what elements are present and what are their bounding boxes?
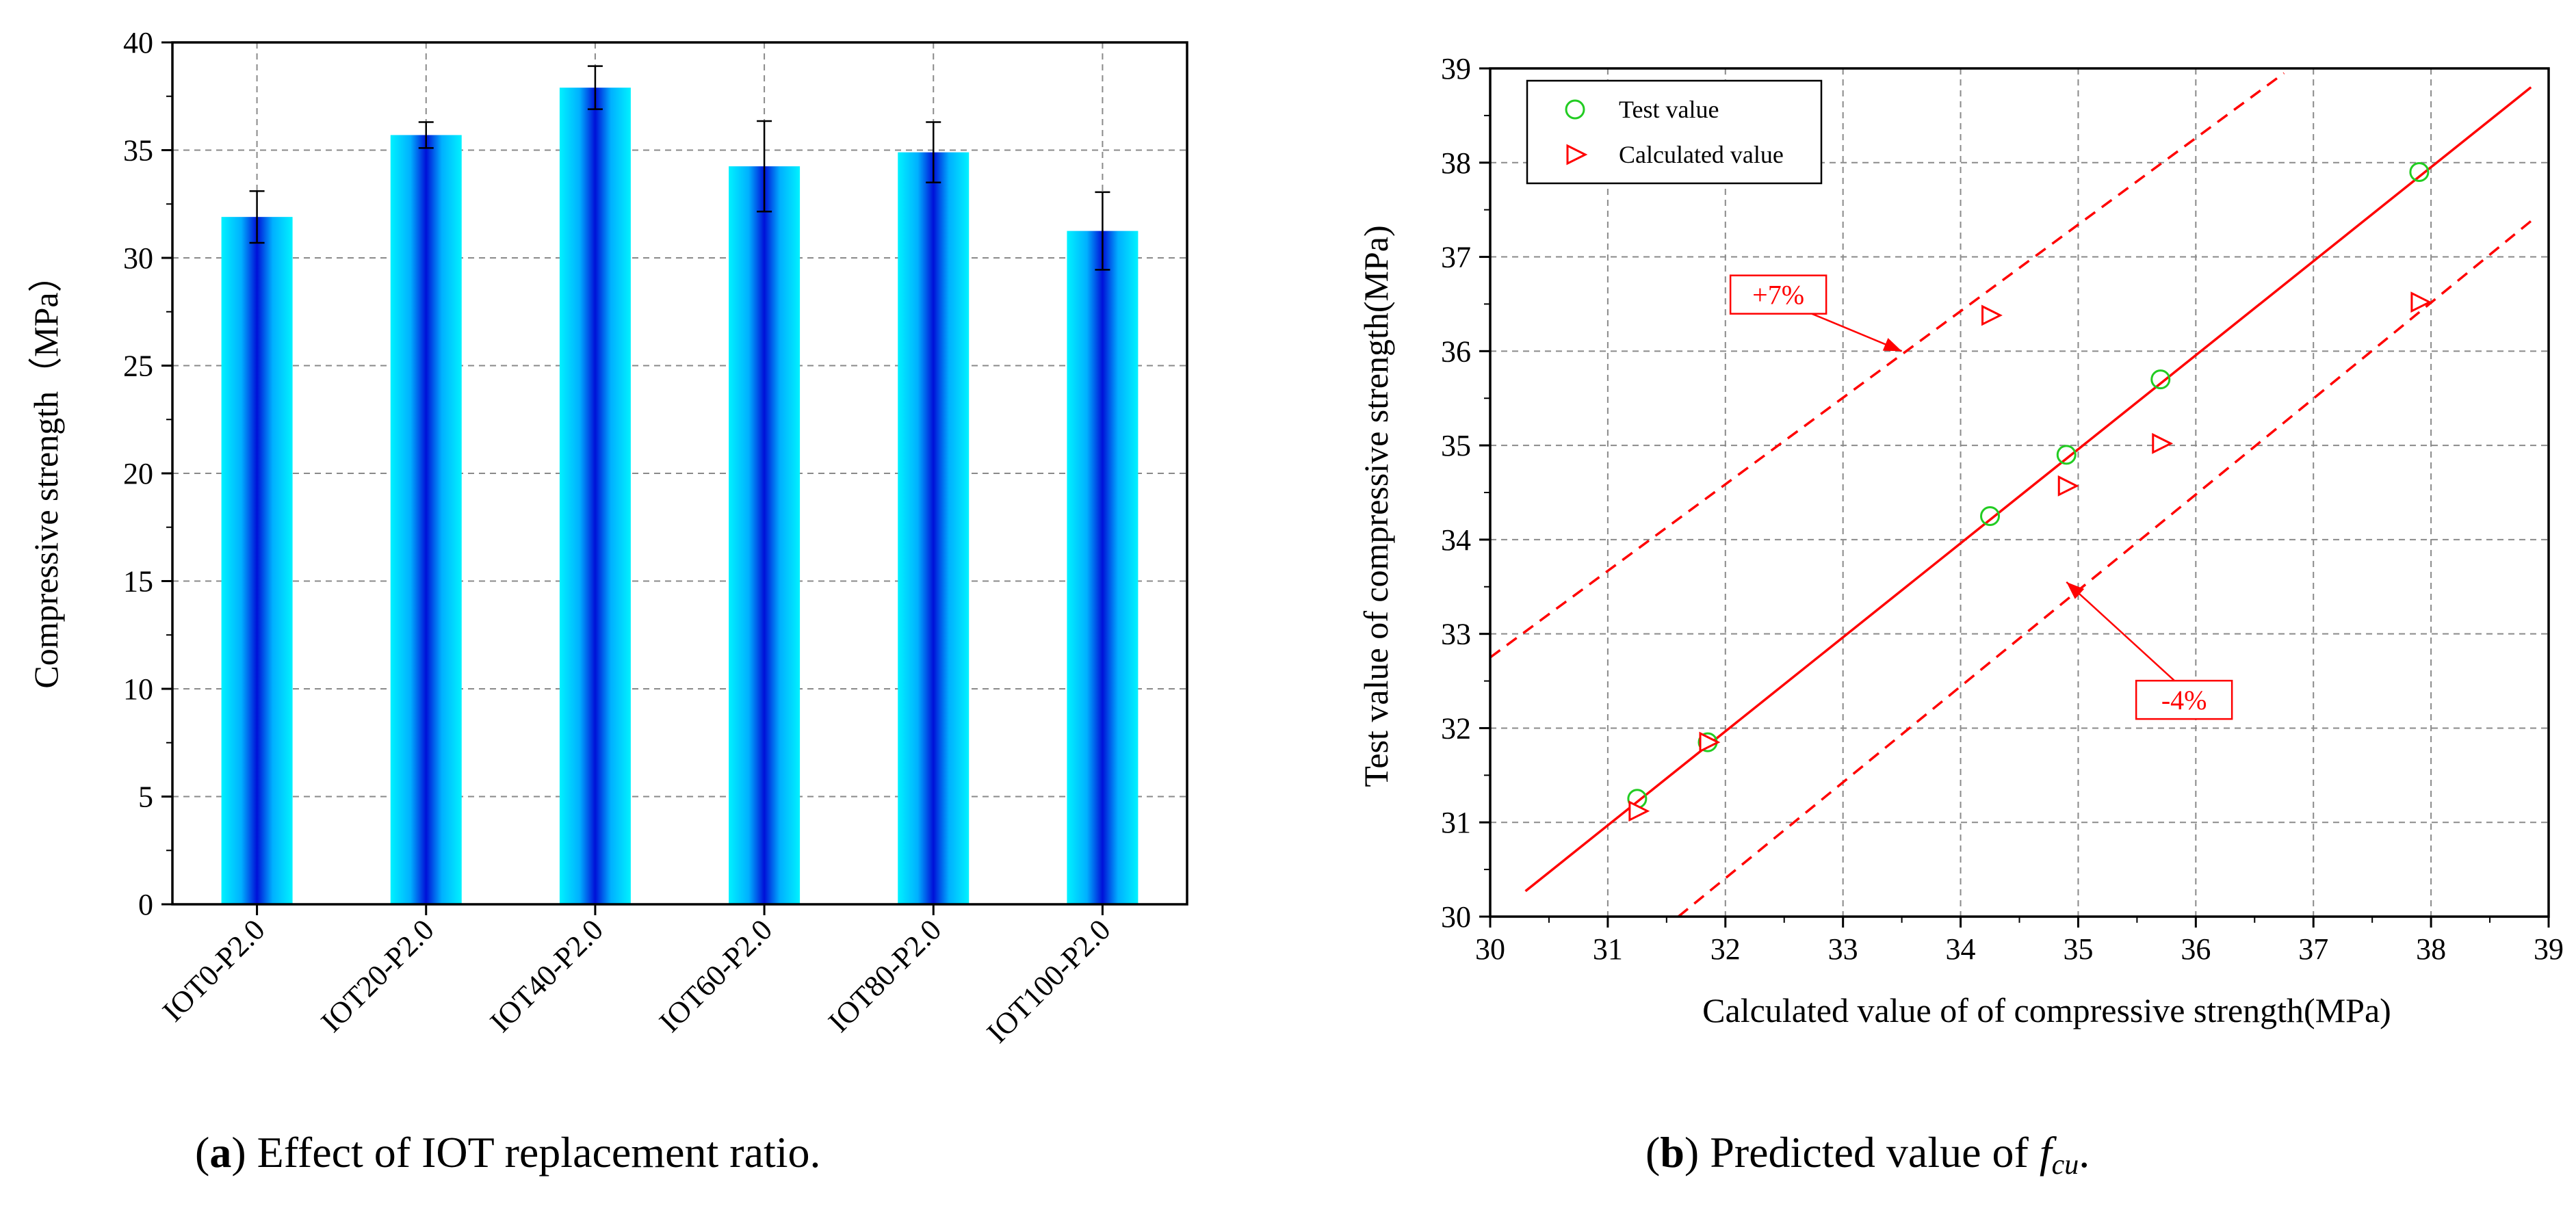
bar-chart-iot-replacement: 0 5 10 15 20 25 30 35 40 IOT0-P2.0 IOT20-P2.0 IOT40… xyxy=(27,26,1188,1049)
x-tick-label: IOT0-P2.0 xyxy=(156,913,272,1028)
x-tick-label: 32 xyxy=(1710,932,1741,966)
annotation-box xyxy=(1729,274,1827,315)
y-tick-label: 31 xyxy=(1441,806,1471,839)
y-tick-label: 36 xyxy=(1441,334,1471,368)
y-tick-label: 0 xyxy=(138,888,153,921)
x-tick-label: 33 xyxy=(1828,932,1858,966)
caption-b-end: . xyxy=(2079,1128,2090,1177)
y-tick-label: 25 xyxy=(123,350,153,383)
bar xyxy=(1067,231,1139,904)
test-value-point xyxy=(2409,162,2430,183)
x-tick-label: IOT20-P2.0 xyxy=(315,913,441,1038)
legend-box xyxy=(1526,79,1823,185)
caption-a: (a) Effect of IOT replacement ratio. xyxy=(195,1128,821,1177)
y-tick-label: 34 xyxy=(1441,523,1471,557)
test-value-point xyxy=(1980,506,2001,526)
y-tick-label: 30 xyxy=(123,241,153,275)
equality-line xyxy=(1524,86,2532,893)
calculated-value-point xyxy=(2410,291,2432,313)
x-tick-label: 35 xyxy=(2063,932,2093,966)
annotation-arrow-head xyxy=(2066,581,2085,599)
bar xyxy=(390,135,462,905)
y-tick-label: 37 xyxy=(1441,241,1471,274)
bar xyxy=(221,217,293,904)
bound-line xyxy=(1677,220,2532,917)
y-tick-label: 35 xyxy=(123,134,153,168)
calculated-value-point xyxy=(1981,304,2003,326)
caption-b-subscript: cu xyxy=(2051,1149,2079,1181)
y-tick-label: 35 xyxy=(1441,429,1471,462)
legend-marker-test xyxy=(1565,99,1585,120)
y-tick-label: 38 xyxy=(1441,146,1471,180)
legend-label-test: Test value xyxy=(1619,96,1719,123)
caption-b-text: Predicted value of xyxy=(1699,1128,2040,1177)
x-tick-label: IOT40-P2.0 xyxy=(484,913,610,1038)
calculated-value-point xyxy=(2152,432,2174,454)
x-tick-label: IOT100-P2.0 xyxy=(980,913,1117,1049)
caption-a-text: Effect of IOT replacement ratio. xyxy=(246,1128,821,1177)
x-tick-label: 36 xyxy=(2181,932,2211,966)
caption-b-symbol: f xyxy=(2039,1128,2052,1177)
legend-marker-calculated xyxy=(1566,144,1588,166)
y-tick-label: 15 xyxy=(123,565,153,599)
calculated-value-point xyxy=(1699,731,1721,753)
calculated-value-point xyxy=(1628,800,1650,822)
annotation-label: -4% xyxy=(2161,685,2207,715)
annotation-arrow-head xyxy=(1882,338,1902,352)
x-tick-label: 34 xyxy=(1946,932,1976,966)
y-tick-label: 5 xyxy=(138,780,153,814)
x-tick-label: 38 xyxy=(2416,932,2446,966)
y-tick-label: 20 xyxy=(123,457,153,490)
test-value-point xyxy=(2056,445,2077,465)
x-axis-title: Calculated value of of compressive stren… xyxy=(1702,991,2391,1029)
x-tick-label: 37 xyxy=(2298,932,2328,966)
y-tick-label: 30 xyxy=(1441,900,1471,934)
caption-b: (b) Predicted value of fcu. xyxy=(1645,1128,2090,1181)
x-tick-label: 39 xyxy=(2534,932,2564,966)
reference-lines xyxy=(1490,72,2532,917)
plot-frame xyxy=(1489,67,2550,918)
test-value-point xyxy=(2150,369,2171,390)
caption-b-letter: b xyxy=(1660,1128,1684,1177)
y-tick-label: 33 xyxy=(1441,618,1471,651)
y-tick-label: 10 xyxy=(123,672,153,706)
y-axis-title: Compressive strength（MPa） xyxy=(27,258,65,688)
legend-label-calculated: Calculated value xyxy=(1619,141,1784,168)
y-tick-label: 39 xyxy=(1441,52,1471,86)
x-tick-label: 30 xyxy=(1475,932,1505,966)
annotation-label: +7% xyxy=(1752,280,1804,311)
y-tick-label: 40 xyxy=(123,26,153,60)
scatter-chart-predicted-fcu: +7% -4% Test value Calculated value 30 31 32 33… xyxy=(1357,52,2564,1029)
caption-a-letter: a xyxy=(209,1128,232,1177)
bar xyxy=(898,152,970,904)
y-axis-title: Test value of compressive strength(MPa) xyxy=(1357,225,1395,787)
y-tick-label: 32 xyxy=(1441,711,1471,745)
bound-line xyxy=(1490,72,2285,659)
bar xyxy=(729,166,801,904)
annotation-arrow-line xyxy=(2066,581,2175,682)
calculated-value-point xyxy=(2057,475,2079,497)
bar xyxy=(559,88,631,904)
annotation-box xyxy=(2135,679,2233,720)
x-tick-label: IOT80-P2.0 xyxy=(822,913,948,1038)
x-tick-label: IOT60-P2.0 xyxy=(653,913,779,1038)
x-tick-label: 31 xyxy=(1593,932,1623,966)
